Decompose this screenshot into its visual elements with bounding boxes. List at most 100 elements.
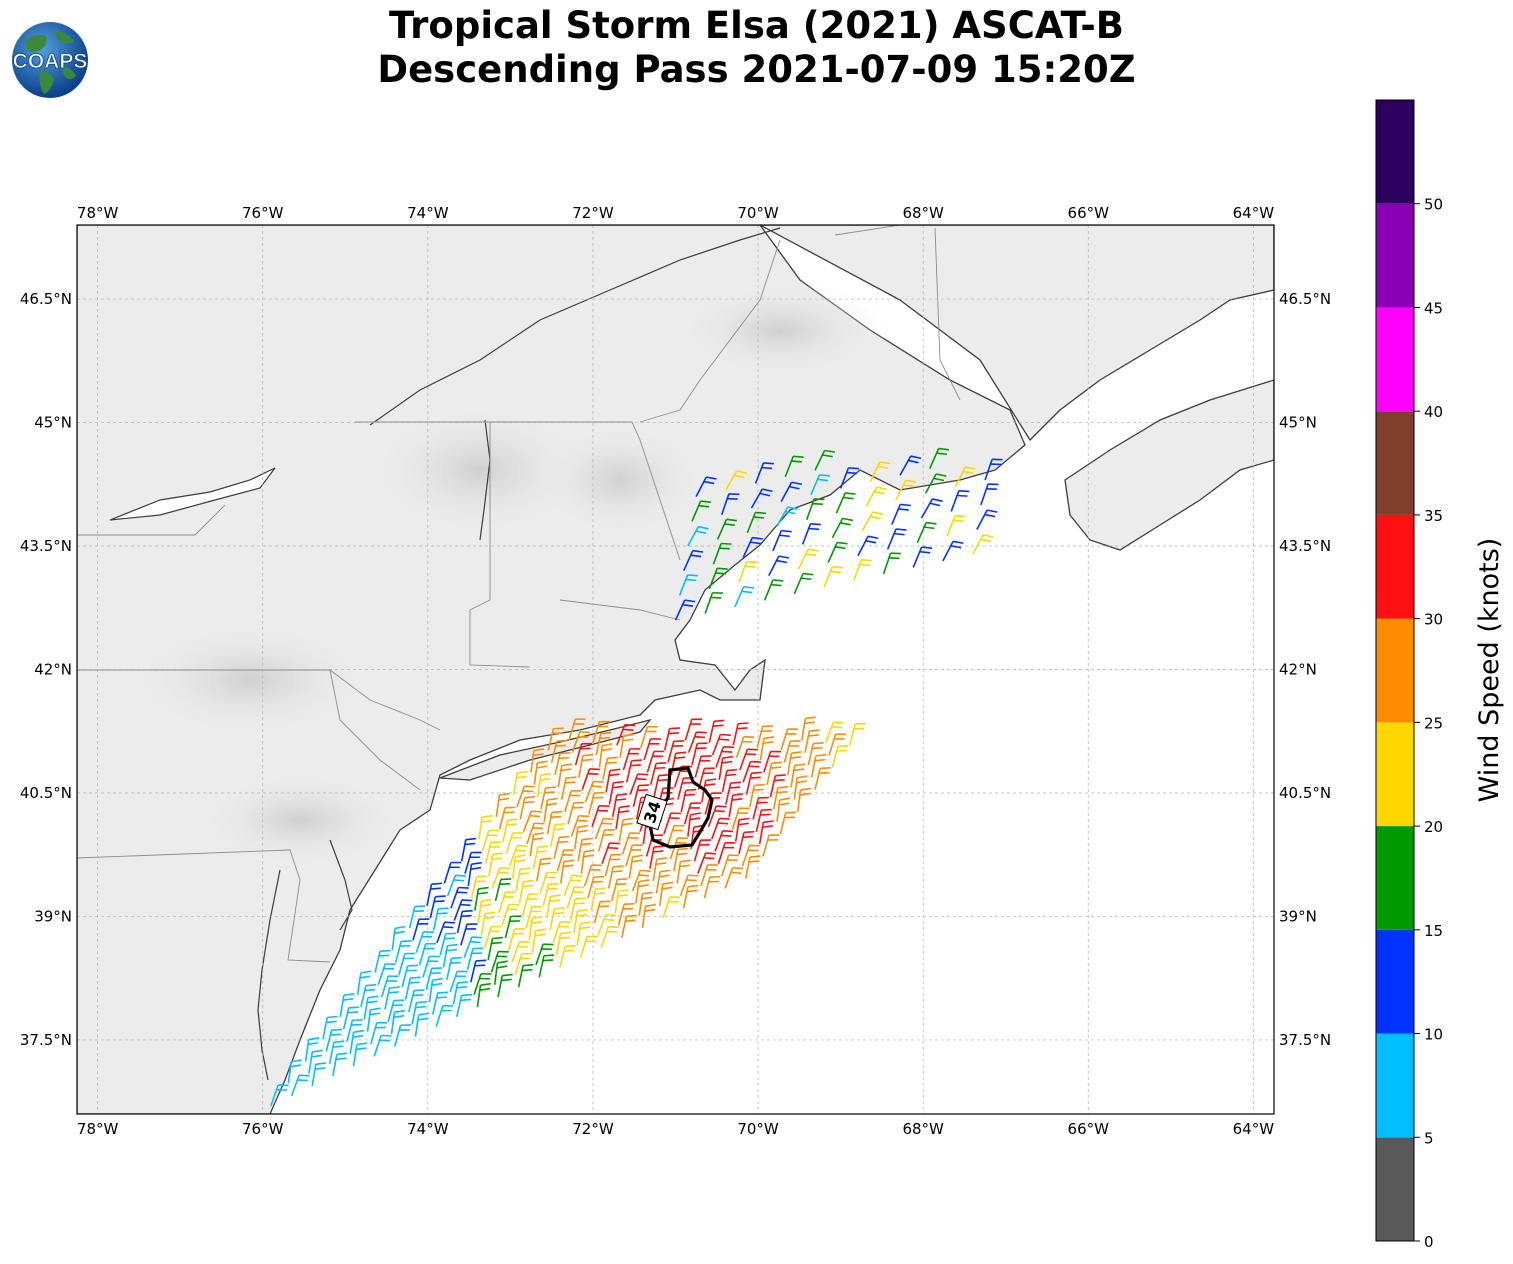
wind-barb (701, 778, 717, 803)
wind-barb (848, 722, 866, 746)
colorbar-tick-label: 0 (1424, 1233, 1434, 1251)
colorbar-tick-label: 20 (1424, 818, 1443, 836)
wind-barb (920, 498, 943, 519)
wind-barb (270, 1084, 289, 1107)
wind-barb (715, 745, 734, 768)
wind-barb (801, 523, 821, 545)
wind-barb (617, 903, 635, 926)
logo-text: COAPS (13, 50, 88, 73)
wind-barb (707, 805, 727, 828)
wind-barb (711, 733, 731, 756)
wind-barb (466, 947, 484, 971)
gridlines (77, 225, 1274, 1114)
wind-barb (515, 867, 531, 892)
wind-barb (522, 893, 539, 916)
lat-tick-label-left: 45°N (34, 414, 72, 432)
colorbar-label: Wind Speed (knots) (1474, 538, 1505, 803)
wind-barb (429, 895, 446, 919)
map-frame (76, 224, 1275, 1115)
wind-barb (831, 745, 849, 768)
wind-barb (528, 915, 543, 941)
wind-barb (916, 521, 937, 544)
wind-barb (721, 768, 738, 793)
wind-barb (758, 820, 774, 845)
wind-barb (752, 796, 769, 820)
lon-tick-label-bottom: 76°W (242, 1120, 284, 1138)
wind-barb (476, 982, 491, 1008)
wind-barb (576, 921, 592, 946)
wind-barb (853, 559, 872, 581)
wind-barb (560, 776, 577, 800)
wind-barb (415, 931, 434, 953)
wind-barb (824, 721, 844, 744)
wind-barb (374, 949, 391, 973)
wind-barb (591, 805, 610, 827)
axis-tick-labels: 78°W 78°W 76°W 76°W 74°W 74°W 72°W 72°W 70°W 70°W… (20, 204, 1331, 1138)
wind-barb (597, 914, 617, 936)
wind-barb (614, 889, 629, 914)
wind-barb (703, 875, 721, 899)
wind-barb (779, 811, 797, 835)
wind-barb (649, 762, 667, 785)
lon-tick-label-top: 76°W (242, 204, 284, 222)
wind-barb (807, 742, 824, 766)
wind-barb (912, 546, 933, 568)
wind-barb (619, 733, 635, 758)
wind-barb (450, 886, 469, 909)
wind-barb (659, 881, 674, 906)
wind-barb (946, 514, 966, 537)
wind-barb (398, 952, 416, 976)
wind-barb (621, 914, 637, 939)
wind-barb (629, 773, 649, 795)
lon-tick-label-top: 72°W (572, 204, 614, 222)
wind-barb (604, 853, 622, 877)
wind-barb (641, 903, 657, 929)
wind-barb (716, 518, 737, 540)
wind-barb (628, 854, 644, 879)
lat-tick-label-left: 40.5°N (20, 784, 72, 802)
wind-barb (891, 503, 911, 525)
colorbar-segment (1376, 411, 1414, 515)
saint-lawrence-river (369, 227, 781, 426)
wind-barb (666, 824, 685, 847)
colorbar-segment (1376, 514, 1414, 619)
wind-barb (494, 878, 512, 901)
wind-barb (574, 742, 593, 766)
wind-barb (635, 879, 650, 904)
wind-barb (342, 1006, 360, 1030)
wind-barb (718, 755, 734, 780)
wind-barb (426, 882, 442, 906)
wind-barb (391, 925, 406, 951)
wind-barb (622, 748, 641, 771)
wind-barb (484, 841, 502, 864)
wind-barb (680, 788, 697, 813)
wind-barb (587, 875, 605, 899)
wind-barb (384, 986, 400, 1010)
wind-barb (886, 528, 907, 550)
wind-barb (328, 1040, 345, 1064)
lake-ontario (109, 467, 276, 521)
wind-barb (646, 750, 665, 773)
lon-tick-label-bottom: 78°W (77, 1120, 119, 1138)
wind-barb (401, 964, 419, 988)
lon-tick-label-bottom: 66°W (1068, 1120, 1110, 1138)
wind-barb (550, 822, 566, 847)
wind-barb (532, 845, 549, 869)
wind-barb (865, 486, 887, 507)
wind-barb (749, 783, 765, 808)
wind-barb (564, 789, 582, 813)
wind-barb (766, 761, 783, 785)
wind-barb (649, 845, 665, 869)
wind-barb (432, 991, 449, 1015)
wind-barb (505, 832, 524, 855)
colorbar-segment (1376, 929, 1414, 1034)
wind-barb (631, 869, 651, 892)
lat-tick-label-left: 37.5°N (20, 1031, 72, 1049)
wind-barb (790, 763, 806, 788)
wind-barb (708, 719, 725, 743)
wind-barb (412, 918, 430, 941)
wind-barb (540, 786, 556, 810)
wind-barb (512, 854, 526, 879)
lon-tick-label-top: 74°W (407, 204, 449, 222)
wind-barb (487, 936, 503, 961)
